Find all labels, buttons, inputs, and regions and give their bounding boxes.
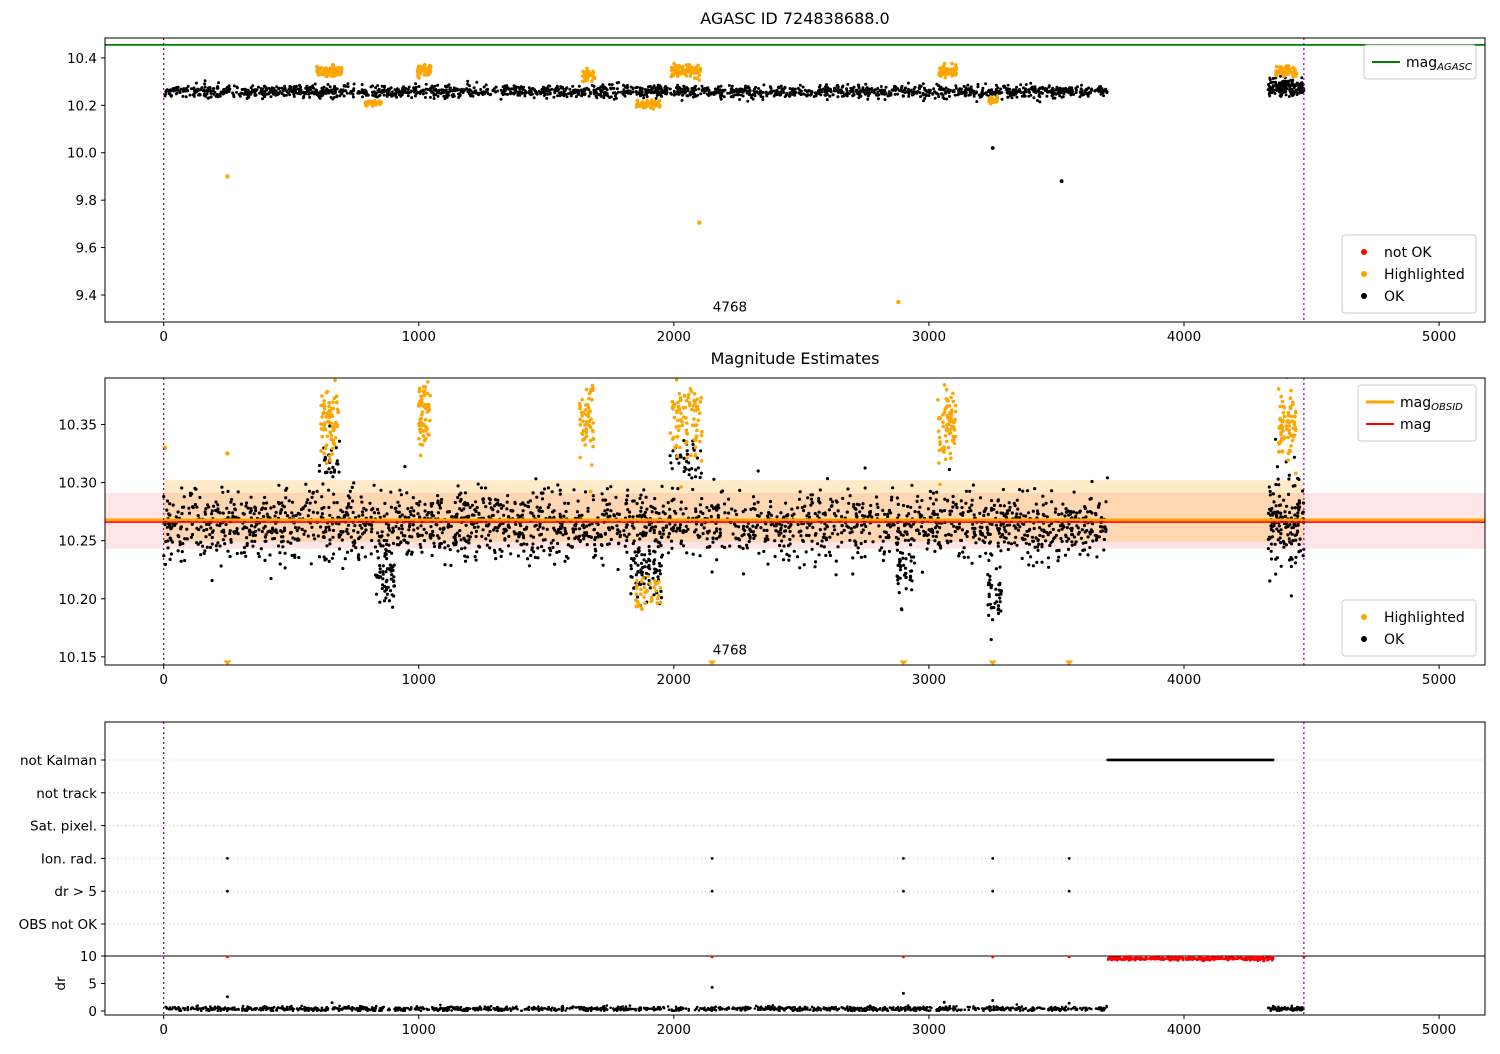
legend-label: OK <box>1384 289 1405 305</box>
dr-tick-label: 0 <box>88 1004 97 1020</box>
flag-category-label: not track <box>36 786 97 802</box>
legend-dot-sample <box>1361 249 1367 255</box>
chart-title: Magnitude Estimates <box>711 349 880 368</box>
x-tick-label: 2000 <box>657 329 691 345</box>
x-tick-label: 4000 <box>1167 672 1201 688</box>
legend-dot-sample <box>1361 636 1367 642</box>
dr-tick-label: 10 <box>80 949 97 965</box>
flag-ion-rad--points <box>226 857 1071 860</box>
x-tick-label: 2000 <box>657 672 691 688</box>
dr-ok-points <box>164 986 1304 1012</box>
x-tick-label: 0 <box>159 672 168 688</box>
x-tick-label: 2000 <box>657 1022 691 1038</box>
y-tick-label: 9.8 <box>76 193 97 209</box>
y-tick-label: 10.35 <box>58 417 97 433</box>
bottom-chart: not Kalman not track Sat. pixel. Ion. rad. d… <box>19 722 1485 1038</box>
flag-category-label: not Kalman <box>20 753 97 769</box>
legend-1: Highlighted OK <box>1342 600 1476 656</box>
y-tick-label: 9.6 <box>76 241 97 257</box>
x-axis: 0 1000 2000 3000 4000 5000 <box>159 665 1456 688</box>
x-tick-label: 5000 <box>1422 1022 1456 1038</box>
y-tick-label: 10.20 <box>58 592 97 608</box>
chart-title: AGASC ID 724838688.0 <box>700 9 889 28</box>
legend-label: mag <box>1400 417 1431 433</box>
dr-tick-label: 5 <box>88 977 97 993</box>
legend-1: not OK Highlighted OK <box>1342 235 1476 313</box>
x-axis: 0 1000 2000 3000 4000 5000 <box>159 1015 1456 1038</box>
x-tick-label: 1000 <box>402 1022 436 1038</box>
y-tick-label: 10.30 <box>58 476 97 492</box>
y-tick-label: 10.2 <box>67 98 97 114</box>
flag-category-label: Ion. rad. <box>41 851 97 867</box>
legend-label: not OK <box>1384 245 1432 261</box>
y-tick-label: 10.0 <box>67 146 97 162</box>
axes-frame <box>105 38 1485 322</box>
x-tick-label: 3000 <box>912 672 946 688</box>
x-tick-label: 1000 <box>402 329 436 345</box>
flag-category-label: OBS not OK <box>19 917 99 933</box>
x-tick-label: 3000 <box>912 1022 946 1038</box>
top-chart: 4768 0 1000 2000 3000 4000 5000 9.4 9.6 9.8 10.0 10… <box>67 9 1485 345</box>
y-tick-label: 10.15 <box>58 650 97 666</box>
x-tick-label: 4000 <box>1167 329 1201 345</box>
legend-dot-sample <box>1361 271 1367 277</box>
y-axis: 10.15 10.20 10.25 10.30 10.35 <box>58 417 105 665</box>
y-tick-label: 9.4 <box>76 288 97 304</box>
obsid-annotation: 4768 <box>713 643 747 659</box>
legend-label: Highlighted <box>1384 610 1465 626</box>
x-tick-label: 4000 <box>1167 1022 1201 1038</box>
y-tick-label: 10.4 <box>67 51 97 67</box>
x-tick-label: 5000 <box>1422 329 1456 345</box>
legend-dot-sample <box>1361 614 1367 620</box>
x-tick-label: 3000 <box>912 329 946 345</box>
x-tick-label: 5000 <box>1422 672 1456 688</box>
x-tick-label: 1000 <box>402 672 436 688</box>
middle-chart: 4768 0 1000 2000 3000 4000 5000 10.15 10.20 10.25… <box>58 349 1485 688</box>
legend-0: magAGASC <box>1364 45 1476 79</box>
y-tick-label: 10.25 <box>58 534 97 550</box>
x-axis: 0 1000 2000 3000 4000 5000 <box>159 322 1456 345</box>
flag-category-label: dr > 5 <box>54 884 97 900</box>
axes-frame <box>105 722 1485 1015</box>
legend-label: Highlighted <box>1384 267 1465 283</box>
flag-category-label: Sat. pixel. <box>30 819 97 835</box>
obsid-annotation: 4768 <box>713 300 747 316</box>
legend-dot-sample <box>1361 293 1367 299</box>
flag-not-kalman-points <box>1106 759 1274 761</box>
x-tick-label: 0 <box>159 329 168 345</box>
legend-label: OK <box>1384 632 1405 648</box>
x-tick-label: 0 <box>159 1022 168 1038</box>
flag-dr-5-points <box>226 890 1071 893</box>
y-axis: 9.4 9.6 9.8 10.0 10.2 10.4 <box>67 51 105 304</box>
ok-points <box>164 75 1306 183</box>
dr-axis-label: dr <box>53 976 69 991</box>
